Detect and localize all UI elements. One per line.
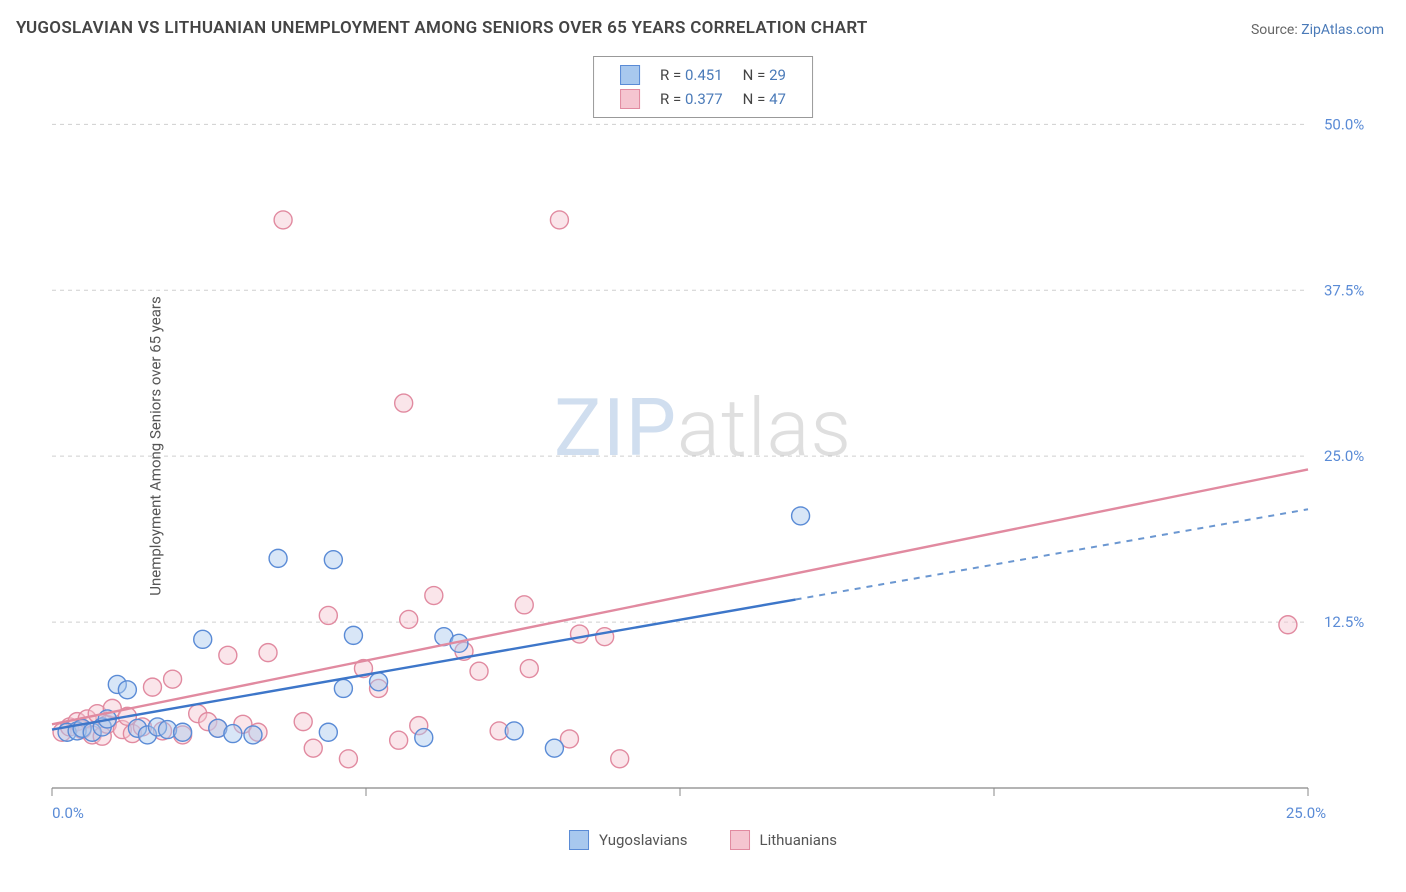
r-value-yugoslavians: 0.451 (685, 66, 723, 84)
swatch-lithuanians (620, 89, 640, 109)
r-label: R = (660, 66, 681, 84)
chart-title: YUGOSLAVIAN VS LITHUANIAN UNEMPLOYMENT A… (16, 18, 868, 38)
source-attribution: Source: ZipAtlas.com (1251, 22, 1384, 38)
source-link[interactable]: ZipAtlas.com (1301, 22, 1384, 38)
correlation-legend: R = 0.451 N = 29 R = 0.377 N = 47 (593, 56, 813, 118)
legend-row-lithuanians: R = 0.377 N = 47 (610, 87, 796, 111)
chart-container: YUGOSLAVIAN VS LITHUANIAN UNEMPLOYMENT A… (0, 0, 1406, 892)
n-label: N = (743, 66, 766, 84)
n-value-yugoslavians: 29 (769, 66, 786, 84)
svg-text:50.0%: 50.0% (1324, 115, 1364, 133)
n-label: N = (743, 90, 766, 108)
legend-label-yugoslavians: Yugoslavians (599, 831, 688, 849)
scatter-plot: 12.5% 25.0% 37.5% 50.0% 0.0% 25.0% (42, 48, 1388, 838)
svg-text:25.0%: 25.0% (1286, 804, 1326, 822)
n-value-lithuanians: 47 (769, 90, 786, 108)
r-label: R = (660, 90, 681, 108)
svg-text:12.5%: 12.5% (1324, 613, 1364, 631)
swatch-lithuanians (730, 830, 750, 850)
r-value-lithuanians: 0.377 (685, 90, 723, 108)
svg-text:25.0%: 25.0% (1324, 447, 1364, 465)
source-label: Source: (1251, 22, 1298, 38)
svg-text:37.5%: 37.5% (1324, 281, 1364, 299)
legend-row-yugoslavians: R = 0.451 N = 29 (610, 63, 796, 87)
swatch-yugoslavians (620, 65, 640, 85)
legend-label-lithuanians: Lithuanians (760, 831, 837, 849)
series-legend: Yugoslavians Lithuanians (569, 830, 837, 850)
legend-item-yugoslavians: Yugoslavians (569, 830, 688, 850)
legend-item-lithuanians: Lithuanians (730, 830, 837, 850)
svg-text:0.0%: 0.0% (52, 804, 84, 822)
swatch-yugoslavians (569, 830, 589, 850)
